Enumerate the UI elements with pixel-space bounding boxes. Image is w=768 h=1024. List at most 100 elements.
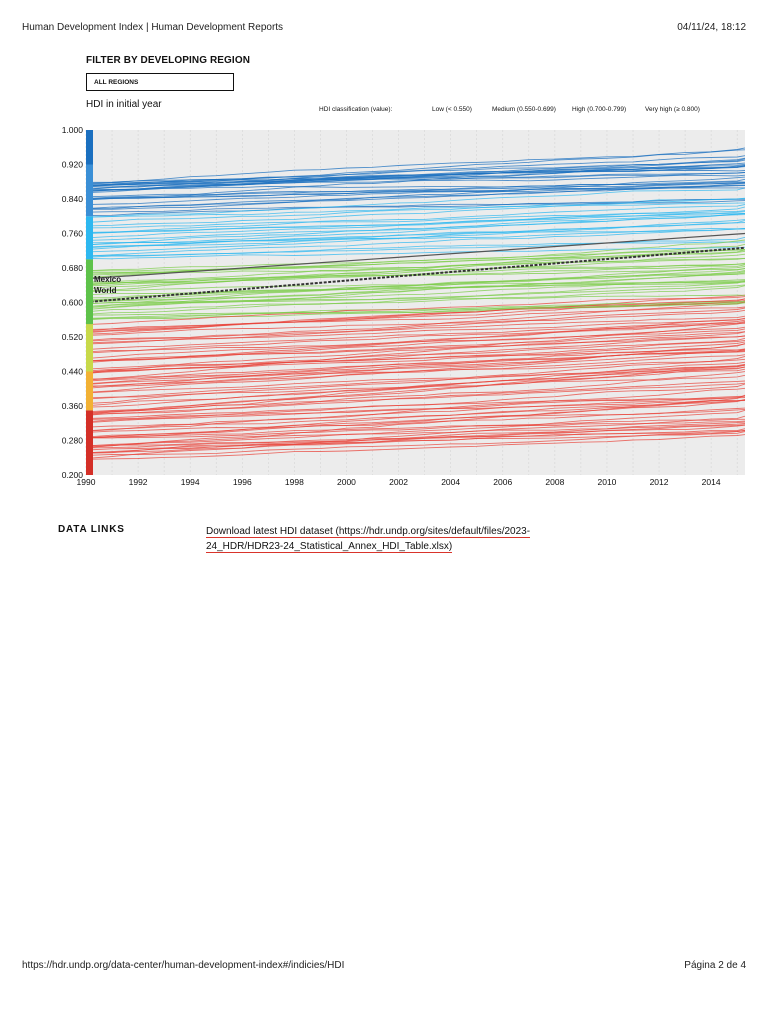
country-line [85, 366, 746, 416]
legend-item-very-high: Very high (≥ 0.800) [645, 106, 700, 113]
country-line [85, 337, 746, 372]
color-scale-segment [86, 410, 93, 475]
country-line [85, 317, 746, 360]
filter-title: FILTER BY DEVELOPING REGION [86, 55, 251, 66]
country-line [85, 228, 746, 257]
country-line [85, 399, 746, 438]
country-line [85, 266, 746, 302]
y-tick-label: 0.280 [62, 436, 84, 446]
country-line [85, 246, 746, 260]
country-line [85, 364, 746, 413]
region-filter-select[interactable]: ALL REGIONS [86, 73, 234, 91]
y-axis-ticks: 1.000 0.920 0.840 0.760 0.680 0.600 0.520 0.440… [62, 125, 84, 480]
country-line [85, 395, 746, 432]
country-line [85, 361, 746, 407]
country-line [85, 339, 746, 373]
mexico-label: Mexico [94, 275, 121, 284]
x-tick-label: 1998 [285, 477, 304, 487]
country-line [85, 430, 746, 449]
country-line [85, 271, 746, 310]
country-line [85, 268, 746, 302]
x-axis-ticks: 1990 1992 1994 1996 1998 2000 2002 2004 2006 2008… [77, 477, 721, 487]
country-line [85, 409, 746, 448]
country-line [85, 306, 746, 331]
x-tick-label: 2014 [702, 477, 721, 487]
footer-url: https://hdr.undp.org/data-center/human-d… [22, 960, 345, 971]
x-tick-label: 2012 [650, 477, 669, 487]
country-line [85, 197, 746, 223]
x-tick-label: 2002 [389, 477, 408, 487]
country-line [85, 423, 746, 447]
y-tick-label: 0.760 [62, 229, 84, 239]
country-line [85, 395, 746, 420]
country-line [85, 296, 746, 326]
page-header-title: Human Development Index | Human Developm… [22, 22, 284, 33]
world-label: World [94, 286, 117, 295]
color-scale-segment [86, 130, 93, 165]
country-line [85, 227, 746, 249]
y-tick-label: 0.680 [62, 263, 84, 273]
country-line [85, 220, 746, 250]
country-line [85, 399, 746, 428]
country-line [85, 301, 746, 341]
x-tick-label: 2008 [545, 477, 564, 487]
country-line [85, 318, 746, 344]
country-line [85, 322, 745, 353]
country-line [85, 415, 746, 459]
y-tick-label: 0.440 [62, 367, 84, 377]
color-scale-segment [86, 259, 93, 325]
country-line [85, 182, 746, 190]
country-line [85, 431, 746, 451]
country-line [85, 321, 746, 351]
annotations: Mexico World [94, 275, 121, 295]
country-line [85, 315, 746, 342]
y-tick-label: 0.520 [62, 332, 84, 342]
country-line [85, 354, 746, 385]
country-line [85, 298, 746, 334]
country-line [85, 239, 746, 279]
y-tick-label: 0.360 [62, 401, 84, 411]
country-line [85, 331, 746, 381]
y-color-scale [86, 130, 93, 475]
y-tick-label: 0.200 [62, 470, 84, 480]
country-line [85, 285, 746, 313]
country-line [85, 184, 746, 210]
country-line [85, 212, 746, 241]
country-line [85, 178, 746, 201]
country-line [85, 421, 746, 454]
country-line [85, 331, 746, 362]
country-line [85, 328, 746, 354]
country-line [85, 241, 746, 257]
x-tick-label: 2010 [597, 477, 616, 487]
hdi-line-chart: 1.000 0.920 0.840 0.760 0.680 0.600 0.520 0.440… [62, 125, 746, 487]
country-line [85, 158, 746, 193]
country-line [86, 302, 746, 316]
country-line [85, 387, 746, 432]
country-line [85, 165, 746, 199]
y-tick-label: 0.840 [62, 194, 84, 204]
footer-page: Página 2 de 4 [684, 960, 746, 971]
country-line [85, 187, 746, 218]
y-tick-label: 0.600 [62, 298, 84, 308]
color-scale-segment [86, 216, 93, 260]
color-scale-segment [86, 164, 93, 217]
country-line [85, 363, 746, 400]
country-line [85, 174, 746, 188]
country-line [85, 211, 746, 235]
data-links-label: DATA LINKS [58, 524, 125, 535]
country-line [85, 198, 746, 227]
country-line [85, 214, 746, 246]
download-hdi-dataset-link[interactable]: Download latest HDI dataset (https://hdr… [206, 524, 606, 554]
hdi-initial-year-label: HDI in initial year [86, 99, 162, 110]
x-tick-label: 1996 [233, 477, 252, 487]
x-tick-label: 1992 [129, 477, 148, 487]
x-tick-label: 1990 [77, 477, 96, 487]
color-scale-segment [86, 371, 93, 411]
country-line [86, 176, 746, 210]
country-line [85, 202, 746, 218]
series-line-mexico [85, 232, 746, 280]
country-line [85, 351, 746, 386]
download-hdi-dataset-link-text: Download latest HDI dataset (https://hdr… [206, 526, 531, 553]
country-line [85, 284, 746, 315]
country-line [85, 309, 746, 336]
